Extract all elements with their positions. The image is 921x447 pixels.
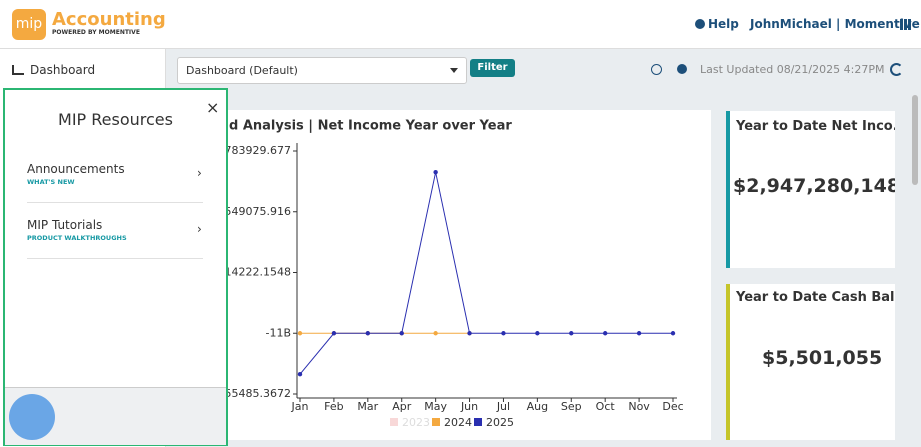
scrollbar[interactable] xyxy=(912,95,918,185)
card-net-income: Year to Date Net Inco... $2,947,280,148,… xyxy=(726,111,895,268)
dashboard-icon xyxy=(12,65,24,75)
chevron: › xyxy=(197,222,202,236)
y-tick-label: -11B xyxy=(265,326,291,339)
x-tick-label: Nov xyxy=(628,400,650,413)
dashboard-select[interactable]: Dashboard (Default) xyxy=(177,57,467,84)
point xyxy=(467,331,472,336)
x-tick-label: Aug xyxy=(527,400,548,413)
help-icon xyxy=(695,19,705,29)
point xyxy=(331,331,337,336)
close[interactable]: × xyxy=(206,98,220,117)
y-tick-label: 24549075.916 xyxy=(211,205,291,218)
resources-panel: × MIP Resources Announcements WHAT'S NEW… xyxy=(3,88,228,446)
card-value: $5,501,055 xyxy=(762,347,883,369)
point xyxy=(297,331,303,336)
point xyxy=(569,331,574,336)
legend-label: 2025 xyxy=(486,416,514,429)
x-tick-label: Jan xyxy=(291,400,309,413)
x-tick-label: Oct xyxy=(596,400,616,413)
card-title: Year to Date Net Inco... xyxy=(736,119,895,134)
series-line xyxy=(299,172,673,375)
app-name: Accounting xyxy=(52,9,166,30)
chart-card: d Analysis | Net Income Year over Year14… xyxy=(185,110,711,440)
y-tick-label: 08783929.677 xyxy=(211,144,291,157)
point xyxy=(297,372,303,377)
point xyxy=(501,331,506,336)
refresh-icon[interactable] xyxy=(890,63,903,76)
x-tick-label: Feb xyxy=(324,400,343,413)
item-sub: WHAT'S NEW xyxy=(27,178,75,186)
select-arrow xyxy=(450,68,458,77)
x-tick-label: Sep xyxy=(561,400,582,413)
chart-title: d Analysis | Net Income Year over Year xyxy=(229,119,512,134)
dashboard-link[interactable]: Dashboard xyxy=(30,63,96,77)
settings-icon[interactable] xyxy=(677,64,687,74)
help-icon[interactable] xyxy=(651,64,662,75)
x-tick-label: Jun xyxy=(460,400,478,413)
legend-swatch xyxy=(390,418,398,426)
header: mip Accounting POWERED BY MOMENTIVE Help… xyxy=(0,0,921,49)
legend-swatch xyxy=(432,418,440,426)
item-sub: PRODUCT WALKTHROUGHS xyxy=(27,234,127,242)
point xyxy=(670,331,676,336)
last-updated: Last Updated 08/21/2025 4:27PM xyxy=(700,63,885,76)
x-tick-label: May xyxy=(424,400,447,413)
legend-swatch xyxy=(474,418,482,426)
point xyxy=(399,331,404,336)
legend-label: 2024 xyxy=(444,416,472,429)
apps-icon[interactable] xyxy=(900,19,911,30)
x-tick-label: Mar xyxy=(357,400,378,413)
resource-item[interactable]: MIP Tutorials PRODUCT WALKTHROUGHS › xyxy=(27,218,203,259)
point xyxy=(433,331,438,336)
chart: d Analysis | Net Income Year over Year14… xyxy=(185,119,684,430)
x-tick-label: Jul xyxy=(496,400,510,413)
legend-label: 2023 xyxy=(402,416,430,429)
point xyxy=(433,169,438,175)
point xyxy=(636,331,642,336)
panel-title: MIP Resources xyxy=(58,110,173,129)
filter-button[interactable]: Filter xyxy=(470,59,515,77)
point xyxy=(365,331,371,336)
resource-item[interactable]: Announcements WHAT'S NEW › xyxy=(27,162,203,203)
select-text: Dashboard (Default) xyxy=(186,64,298,77)
y-tick-label: 0314222.1548 xyxy=(211,266,291,279)
point xyxy=(535,331,540,336)
user[interactable]: JohnMichael | Momentive xyxy=(750,17,920,31)
tagline: POWERED BY MOMENTIVE xyxy=(52,29,140,36)
card-title: Year to Date Cash Bal... xyxy=(736,290,895,305)
card-cash: Year to Date Cash Bal... $5,501,055 xyxy=(726,284,895,440)
card-value: $2,947,280,148,2 xyxy=(733,175,895,197)
assistant-icon[interactable] xyxy=(9,394,55,440)
item-label: Announcements xyxy=(27,162,125,176)
panel-footer xyxy=(5,387,226,445)
x-tick-label: Apr xyxy=(392,400,412,413)
logo[interactable]: mip xyxy=(12,9,46,40)
chevron: › xyxy=(197,166,202,180)
point xyxy=(602,331,608,336)
x-tick-label: Dec xyxy=(662,400,683,413)
item-label: MIP Tutorials xyxy=(27,218,103,232)
help[interactable]: Help xyxy=(708,17,739,31)
